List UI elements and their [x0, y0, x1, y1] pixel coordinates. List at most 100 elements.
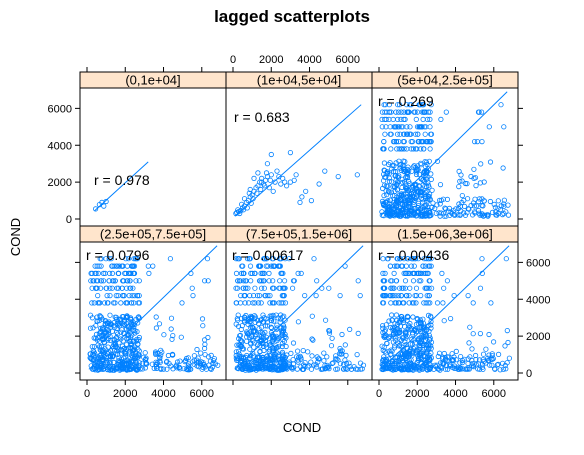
data-point — [416, 139, 422, 145]
data-point — [481, 179, 487, 185]
data-point — [128, 285, 134, 291]
data-point — [287, 150, 293, 156]
data-point — [255, 292, 261, 299]
data-point — [475, 366, 481, 372]
data-point — [392, 321, 398, 327]
data-point — [202, 351, 208, 358]
data-point — [422, 131, 428, 137]
data-point — [387, 197, 394, 203]
data-point — [410, 346, 417, 352]
regression-line — [94, 161, 149, 212]
data-point — [246, 190, 252, 196]
data-point — [478, 109, 485, 115]
data-point — [505, 212, 512, 218]
data-point — [104, 332, 110, 338]
data-point — [329, 360, 335, 367]
data-point — [262, 256, 268, 262]
data-point — [258, 270, 264, 276]
data-point — [242, 292, 248, 299]
data-point — [385, 188, 392, 194]
data-point — [415, 205, 421, 211]
data-point — [128, 300, 134, 306]
data-point — [200, 323, 206, 329]
data-point — [407, 320, 413, 327]
data-point — [379, 323, 386, 329]
data-point — [242, 300, 248, 306]
data-point — [457, 353, 464, 360]
data-point — [488, 300, 494, 306]
data-point — [324, 354, 330, 360]
data-point — [395, 363, 401, 369]
x-tick-label: 2000 — [405, 388, 429, 400]
data-point — [132, 322, 138, 328]
data-point — [302, 292, 308, 299]
data-point — [415, 353, 421, 359]
data-point — [393, 204, 399, 210]
data-point — [251, 175, 257, 181]
data-point — [282, 285, 288, 291]
data-point — [258, 285, 265, 291]
data-point — [458, 172, 464, 178]
x-tick-label: 0 — [230, 54, 236, 66]
data-point — [455, 212, 461, 218]
data-point — [295, 270, 301, 276]
y-tick-label: 6000 — [48, 103, 72, 115]
data-point — [477, 180, 483, 186]
x-axis-label: COND — [283, 420, 321, 435]
data-point — [111, 263, 117, 269]
data-point — [393, 109, 399, 115]
data-point — [437, 213, 443, 219]
data-point — [379, 343, 385, 349]
data-point — [305, 349, 311, 355]
data-point — [239, 201, 245, 207]
data-point — [183, 366, 189, 372]
data-point — [495, 198, 501, 204]
data-point — [337, 348, 344, 354]
data-point — [233, 355, 239, 361]
data-point — [342, 342, 348, 348]
data-point — [93, 206, 99, 212]
data-point — [303, 188, 309, 194]
data-point — [418, 319, 424, 325]
data-point — [450, 208, 457, 214]
data-point — [181, 366, 187, 372]
data-point — [395, 109, 402, 115]
data-point — [210, 357, 217, 364]
data-point — [256, 355, 263, 361]
x-tick-label: 2000 — [259, 54, 283, 66]
data-point — [385, 365, 391, 372]
data-point — [501, 203, 507, 209]
data-point — [411, 194, 417, 200]
data-point — [403, 270, 409, 276]
data-point — [264, 353, 270, 359]
data-point — [271, 300, 277, 306]
data-point — [428, 212, 434, 218]
data-point — [477, 285, 484, 291]
data-point — [146, 270, 152, 276]
data-point — [239, 343, 245, 350]
data-point — [422, 212, 428, 218]
data-point — [502, 343, 508, 349]
data-point — [404, 194, 410, 200]
data-point — [489, 362, 495, 368]
y-tick-label: 2000 — [48, 177, 72, 189]
data-point — [107, 285, 113, 291]
data-point — [397, 162, 403, 168]
data-point — [426, 158, 432, 164]
data-point — [408, 263, 414, 269]
data-point — [433, 363, 439, 370]
data-point — [322, 317, 329, 323]
data-point — [126, 256, 132, 262]
data-point — [261, 278, 267, 284]
data-point — [471, 166, 477, 172]
data-point — [255, 170, 261, 176]
data-point — [309, 353, 315, 359]
data-point — [388, 131, 394, 137]
data-point — [116, 263, 122, 269]
data-point — [416, 124, 423, 130]
data-point — [299, 194, 305, 200]
data-point — [252, 270, 258, 276]
data-point — [247, 355, 253, 361]
data-point — [93, 331, 100, 337]
data-point — [386, 109, 393, 115]
